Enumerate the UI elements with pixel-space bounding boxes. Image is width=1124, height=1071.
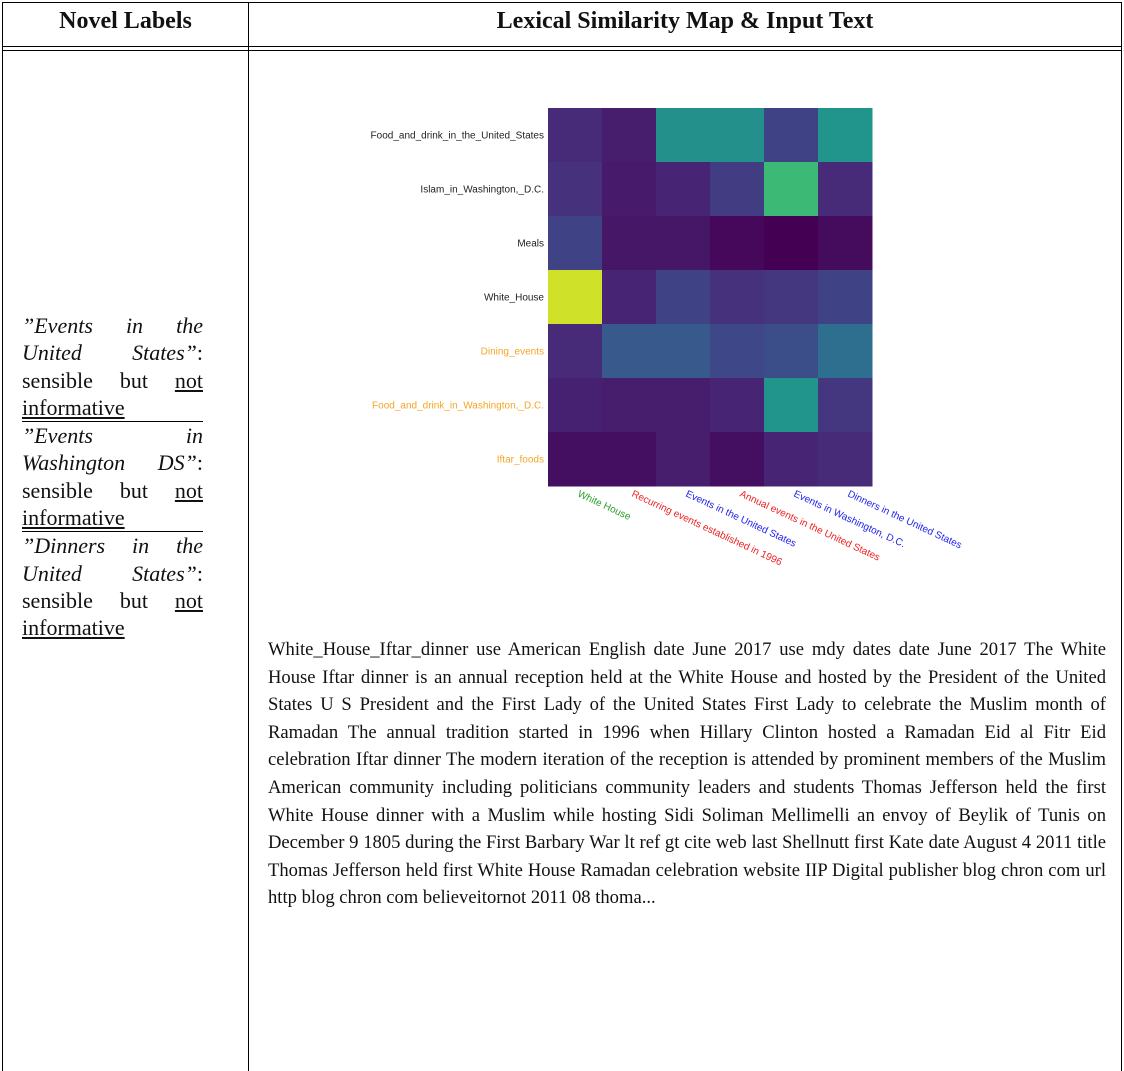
label-assessment: : sensible but [22,450,203,503]
row-label: Food_and_drink_in_the_United_States [371,131,544,142]
heatmap-cell [656,324,711,379]
heatmap-cell [602,324,657,379]
heatmap-cell [764,108,819,163]
heatmap-cell [818,378,873,433]
label-assessment: : sensible but [22,340,203,393]
column-divider [248,2,249,1071]
top-rule [2,2,1122,3]
heatmap-cell [602,432,657,487]
heatmap-cell [656,378,711,433]
heatmap-cell [764,378,819,433]
heatmap-cell [656,108,711,163]
heatmap-cell [602,270,657,325]
novel-labels: ”Events in the United States”: sensible … [22,312,203,642]
row-label: White_House [484,293,544,304]
heatmap-cell [764,162,819,217]
label-verdict: not informative [22,367,203,420]
heatmap-cell [710,324,765,379]
row-label: Iftar_foods [497,455,544,466]
heatmap-cell [764,216,819,271]
heatmap-cell [548,324,603,379]
row-label: Meals [517,239,544,250]
border-left [2,2,3,1071]
heatmap-cell [602,378,657,433]
heatmap-cell [656,432,711,487]
heatmap-cell [764,270,819,325]
heatmap-cell [656,270,711,325]
heatmap-cell [548,216,603,271]
label-name: ”Events in the United States” [22,313,203,366]
heatmap-cell [818,108,873,163]
heatmap-cell [548,378,603,433]
header-right: Lexical Similarity Map & Input Text [496,8,874,34]
novel-label: ”Dinners in the United States”: sensible… [22,531,203,641]
heatmap-cell [818,432,873,487]
row-label: Food_and_drink_in_Washington,_D.C. [372,401,544,412]
heatmap: Food_and_drink_in_the_United_States Islam… [371,108,963,568]
heatmap-cell [602,108,657,163]
heatmap-cell [548,270,603,325]
heatmap-cell [764,324,819,379]
row-label: Dining_events [481,347,544,358]
novel-label: ”Events in the United States”: sensible … [22,312,203,421]
heatmap-cell [710,270,765,325]
header-left: Novel Labels [59,8,192,34]
heatmap-cell [710,432,765,487]
heatmap-cell [818,216,873,271]
heatmap-cell [818,162,873,217]
heatmap-cell [710,108,765,163]
heatmap-cell [764,432,819,487]
heatmap-cell [548,432,603,487]
label-name: ”Events in Washington DS” [22,423,203,476]
header-rule [2,50,1122,51]
row-label: Islam_in_Washington,_D.C. [420,185,544,196]
heatmap-cell [818,270,873,325]
heatmap-cell [710,216,765,271]
heatmap-cell [818,324,873,379]
heatmap-cell [656,216,711,271]
input-text: White_House_Iftar_dinner use American En… [268,639,1106,909]
border-right [1121,2,1122,1071]
header-rule [2,46,1122,47]
label-name: ”Dinners in the United States” [22,533,203,586]
heatmap-cell [710,378,765,433]
heatmap-cell [656,162,711,217]
heatmap-cell [710,162,765,217]
heatmap-cell [548,108,603,163]
label-verdict: not informative [22,477,203,531]
column-label: White House [576,489,633,523]
heatmap-cell [602,216,657,271]
novel-label: ”Events in Washington DS”: sensible but … [22,421,203,531]
heatmap-cell [602,162,657,217]
label-verdict: not informative [22,587,203,641]
heatmap-cell [548,162,603,217]
label-assessment: : sensible but [22,560,203,613]
